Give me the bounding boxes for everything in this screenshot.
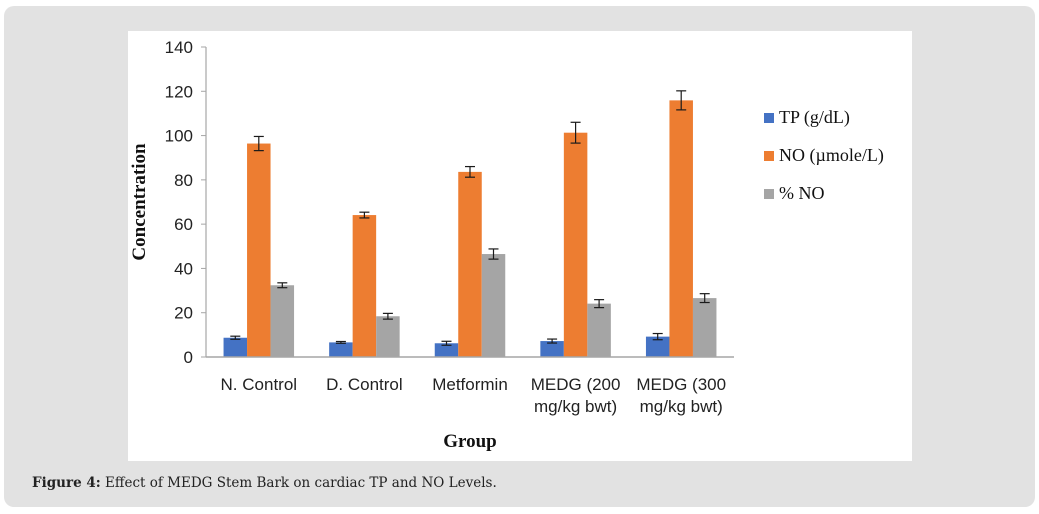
bar-tp (329, 342, 353, 357)
y-tick-label: 120 (165, 82, 193, 101)
y-tick-label: 140 (165, 38, 193, 57)
legend-item-pct-no: % NO (764, 183, 825, 203)
legend: TP (g/dL) NO (µmole/L) % NO (764, 107, 884, 203)
x-axis-title: Group (443, 431, 497, 452)
bar-pct-no (481, 254, 506, 357)
bar-pct-no (587, 303, 611, 357)
x-category-label: Metformin (432, 375, 508, 394)
bar-tp (434, 343, 459, 357)
bar-pct-no (376, 316, 400, 357)
bar-no (458, 171, 482, 357)
bar-pct-no (270, 285, 295, 357)
y-tick-label: 60 (174, 215, 193, 234)
legend-label: TP (g/dL) (779, 107, 850, 128)
bar-pct-no (692, 298, 717, 357)
x-category-label: mg/kg bwt) (534, 397, 617, 416)
bar-tp (540, 341, 564, 357)
bars (223, 100, 717, 357)
legend-swatch (764, 151, 774, 161)
figure-caption: Figure 4: Effect of MEDG Stem Bark on ca… (32, 475, 497, 491)
legend-item-no: NO (µmole/L) (764, 145, 884, 166)
x-category-label: MEDG (300 (636, 375, 726, 394)
bar-no (563, 132, 588, 357)
x-category-label: mg/kg bwt) (640, 397, 723, 416)
error-bars (230, 90, 710, 346)
y-axis-ticks: 0 20 40 60 80 100 120 140 (165, 38, 206, 367)
y-tick-label: 20 (174, 304, 193, 323)
y-tick-label: 0 (184, 348, 193, 367)
x-category-label: D. Control (326, 375, 403, 394)
legend-label: % NO (779, 183, 825, 203)
legend-swatch (764, 189, 774, 199)
legend-swatch (764, 113, 774, 123)
y-tick-label: 40 (174, 259, 193, 278)
bar-tp (645, 336, 670, 357)
x-axis-category-labels: N. Control D. Control Metformin MEDG (200 mg… (221, 375, 727, 416)
y-tick-label: 80 (174, 171, 193, 190)
y-tick-label: 100 (165, 127, 193, 146)
legend-label: NO (µmole/L) (779, 145, 884, 166)
bar-no (247, 143, 271, 357)
bar-tp (223, 337, 248, 357)
legend-item-tp: TP (g/dL) (764, 107, 850, 128)
x-category-label: MEDG (200 (531, 375, 621, 394)
figure-caption-label: Figure 4: (32, 475, 101, 491)
x-category-label: N. Control (221, 375, 298, 394)
figure-caption-text: Effect of MEDG Stem Bark on cardiac TP a… (100, 475, 497, 491)
bar-no (352, 215, 377, 357)
y-axis-title: Concentration (129, 143, 150, 261)
bar-no (669, 100, 693, 357)
